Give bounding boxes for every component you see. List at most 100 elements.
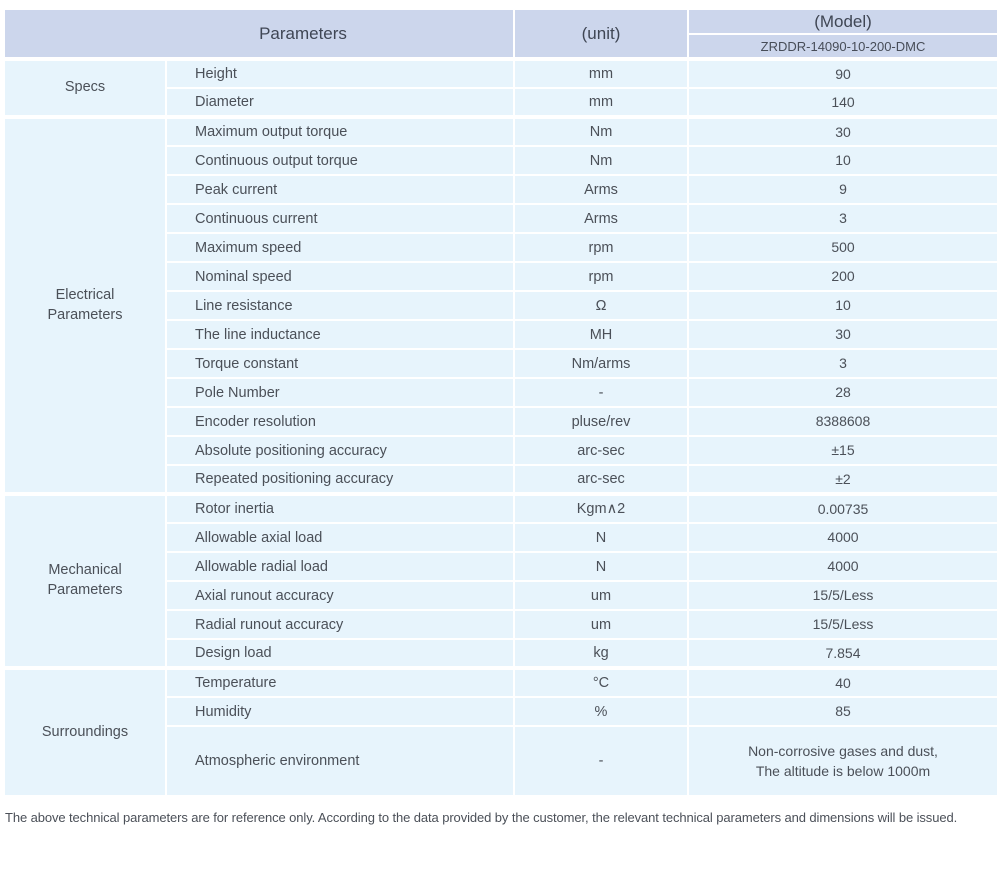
header-parameters: Parameters bbox=[3, 8, 515, 60]
header-model: (Model) bbox=[687, 8, 999, 35]
parameter-cell: Peak current bbox=[165, 174, 515, 205]
parameter-cell: Continuous output torque bbox=[165, 145, 515, 176]
header-model-number: ZRDDR-14090-10-200-DMC bbox=[687, 33, 999, 60]
table-row: Nominal speed rpm 200 bbox=[4, 261, 999, 292]
unit-cell: um bbox=[513, 580, 689, 611]
unit-cell: arc-sec bbox=[513, 464, 689, 495]
table-row: Encoder resolution pluse/rev 8388608 bbox=[4, 406, 999, 437]
value-cell: 85 bbox=[687, 696, 999, 727]
parameter-cell: Temperature bbox=[165, 667, 515, 698]
parameter-cell: Allowable axial load bbox=[165, 522, 515, 553]
parameter-cell: Maximum speed bbox=[165, 232, 515, 263]
parameter-cell: Design load bbox=[165, 638, 515, 669]
table-row: The line inductance MH 30 bbox=[4, 319, 999, 350]
value-cell: ±15 bbox=[687, 435, 999, 466]
value-cell: 10 bbox=[687, 290, 999, 321]
value-cell: 40 bbox=[687, 667, 999, 698]
table-row: Humidity% 85 bbox=[4, 696, 999, 727]
table-row: Allowable radial load N 4000 bbox=[4, 551, 999, 582]
parameter-cell: Encoder resolution bbox=[165, 406, 515, 437]
unit-cell: Arms bbox=[513, 174, 689, 205]
unit-cell: Arms bbox=[513, 203, 689, 234]
header-row-1: Parameters (unit) (Model) bbox=[3, 8, 999, 60]
value-cell: Non-corrosive gases and dust, The altitu… bbox=[687, 725, 999, 797]
value-cell: 200 bbox=[687, 261, 999, 292]
table-row: Repeated positioning accuracy arc-sec ±2 bbox=[4, 464, 999, 495]
unit-cell: arc-sec bbox=[513, 435, 689, 466]
value-cell: 90 bbox=[687, 58, 999, 89]
category-cell: Specs bbox=[3, 58, 167, 118]
table-row: Mechanical Parameters Rotor inertia Kgm∧2 0… bbox=[3, 493, 999, 669]
value-cell: 3 bbox=[687, 348, 999, 379]
value-cell: 10 bbox=[687, 145, 999, 176]
parameter-cell: Repeated positioning accuracy bbox=[165, 464, 515, 495]
parameter-cell: Maximum output torque bbox=[165, 116, 515, 147]
table-row: Design load kg 7.854 bbox=[4, 638, 999, 669]
parameter-cell: Torque constant bbox=[165, 348, 515, 379]
value-cell: ±2 bbox=[687, 464, 999, 495]
value-cell: 15/5/Less bbox=[687, 580, 999, 611]
category-cell: Surroundings bbox=[3, 667, 167, 797]
parameter-cell: Height bbox=[165, 58, 515, 89]
value-cell: 140 bbox=[687, 87, 999, 118]
table-row: Torque constant Nm/arms 3 bbox=[4, 348, 999, 379]
unit-cell: Nm bbox=[513, 116, 689, 147]
table-row: Specs Height mm 90 bbox=[3, 58, 999, 118]
parameter-cell: Atmospheric environment bbox=[165, 725, 515, 797]
table-row: Axial runout accuracy um 15/5/Less bbox=[4, 580, 999, 611]
table-row: Peak current Arms 9 bbox=[4, 174, 999, 205]
unit-cell: Ω bbox=[513, 290, 689, 321]
unit-cell: N bbox=[513, 551, 689, 582]
parameter-cell: Absolute positioning accuracy bbox=[165, 435, 515, 466]
unit-cell: - bbox=[513, 377, 689, 408]
table-row: Pole Number -28 bbox=[4, 377, 999, 408]
unit-cell: Nm/arms bbox=[513, 348, 689, 379]
unit-cell: % bbox=[513, 696, 689, 727]
section-specs: Specs Height mm 90 Diameter mm 140 bbox=[3, 58, 999, 118]
unit-cell: mm bbox=[513, 87, 689, 118]
parameter-cell: Diameter bbox=[165, 87, 515, 118]
category-cell: Electrical Parameters bbox=[3, 116, 167, 495]
table-row: Line resistance Ω 10 bbox=[4, 290, 999, 321]
table-row: Radial runout accuracy um 15/5/Less bbox=[4, 609, 999, 640]
unit-cell: rpm bbox=[513, 261, 689, 292]
footer-note: The above technical parameters are for r… bbox=[5, 810, 958, 825]
parameter-cell: Line resistance bbox=[165, 290, 515, 321]
table-row: Continuous current Arms 3 bbox=[4, 203, 999, 234]
parameter-cell: Allowable radial load bbox=[165, 551, 515, 582]
parameter-cell: Rotor inertia bbox=[165, 493, 515, 524]
table-row: Diameter mm 140 bbox=[4, 87, 999, 118]
table-row: Continuous output torque Nm 10 bbox=[4, 145, 999, 176]
table-row: Maximum speed rpm 500 bbox=[4, 232, 999, 263]
unit-cell: N bbox=[513, 522, 689, 553]
unit-cell: kg bbox=[513, 638, 689, 669]
table-row: Atmospheric environment - Non-corrosive ga… bbox=[4, 725, 999, 797]
parameter-cell: Humidity bbox=[165, 696, 515, 727]
category-cell: Mechanical Parameters bbox=[3, 493, 167, 669]
table-row: Allowable axial load N 4000 bbox=[4, 522, 999, 553]
parameter-cell: Radial runout accuracy bbox=[165, 609, 515, 640]
section-surroundings: Surroundings Temperature °C 40 Humidity% 85 At… bbox=[3, 667, 999, 797]
header-row-2: ZRDDR-14090-10-200-DMC bbox=[4, 33, 999, 60]
parameter-cell: Pole Number bbox=[165, 377, 515, 408]
value-cell: 9 bbox=[687, 174, 999, 205]
value-cell: 500 bbox=[687, 232, 999, 263]
header-unit: (unit) bbox=[513, 8, 689, 60]
value-cell: 8388608 bbox=[687, 406, 999, 437]
section-mechanical-parameters: Mechanical Parameters Rotor inertia Kgm∧2 0… bbox=[3, 493, 999, 669]
value-cell: 0.00735 bbox=[687, 493, 999, 524]
table-row: Surroundings Temperature °C 40 bbox=[3, 667, 999, 797]
unit-cell: Nm bbox=[513, 145, 689, 176]
value-cell: 4000 bbox=[687, 522, 999, 553]
unit-cell: pluse/rev bbox=[513, 406, 689, 437]
parameter-cell: The line inductance bbox=[165, 319, 515, 350]
unit-cell: MH bbox=[513, 319, 689, 350]
value-cell: 30 bbox=[687, 319, 999, 350]
value-cell: 3 bbox=[687, 203, 999, 234]
unit-cell: rpm bbox=[513, 232, 689, 263]
parameter-cell: Continuous current bbox=[165, 203, 515, 234]
table-row: Electrical Parameters Maximum output torq… bbox=[3, 116, 999, 495]
parameters-table: Parameters (unit) (Model) ZRDDR-14090-10… bbox=[3, 8, 999, 797]
table-header: Parameters (unit) (Model) ZRDDR-14090-10… bbox=[3, 8, 999, 60]
